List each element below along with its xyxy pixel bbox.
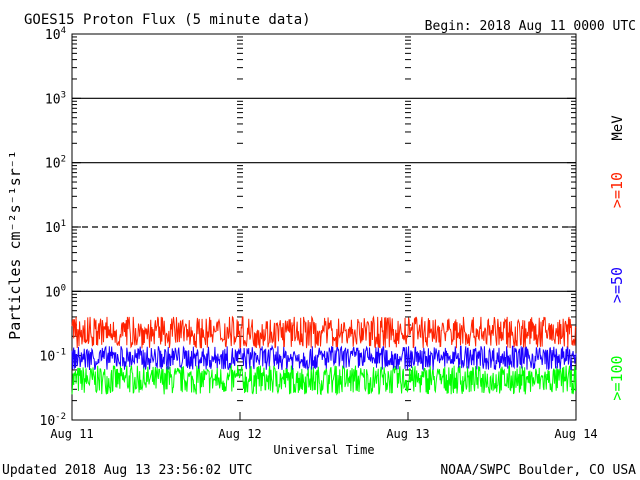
plot-area: 10-2 10-1 100 101 102 103 104 Aug 11 Aug 12 Aug 1… — [40, 26, 598, 441]
y-tick-label: 10-2 — [40, 412, 67, 429]
x-tick-label: Aug 11 — [50, 427, 93, 441]
y-tick-label: 102 — [45, 155, 66, 172]
y-tick-label: 101 — [45, 219, 66, 236]
y-axis-title: Particles cm⁻²s⁻¹sr⁻¹ — [6, 150, 24, 340]
y-tick-label: 100 — [45, 283, 66, 300]
series-line-100 — [71, 363, 577, 396]
legend-label: >=50 — [608, 267, 626, 303]
legend-label: >=10 — [608, 172, 626, 208]
units-label: MeV — [610, 115, 626, 141]
x-axis-title: Universal Time — [273, 443, 374, 457]
series-line-10 — [71, 315, 577, 349]
x-tick-label: Aug 12 — [218, 427, 261, 441]
updated-time: Updated 2018 Aug 13 23:56:02 UTC — [2, 463, 252, 478]
series-line-50 — [71, 344, 577, 372]
y-tick-label: 104 — [45, 26, 66, 43]
y-tick-label: 10-1 — [40, 348, 67, 365]
x-tick-label: Aug 14 — [554, 427, 597, 441]
legend: >=10 >=50 >=100 MeV — [608, 115, 626, 401]
y-tick-label: 103 — [45, 90, 66, 107]
credit-text: NOAA/SWPC Boulder, CO USA — [440, 463, 636, 478]
begin-time: Begin: 2018 Aug 11 0000 UTC — [425, 19, 636, 34]
legend-label: >=100 — [608, 355, 626, 400]
chart-title: GOES15 Proton Flux (5 minute data) — [24, 12, 311, 28]
x-tick-label: Aug 13 — [386, 427, 429, 441]
